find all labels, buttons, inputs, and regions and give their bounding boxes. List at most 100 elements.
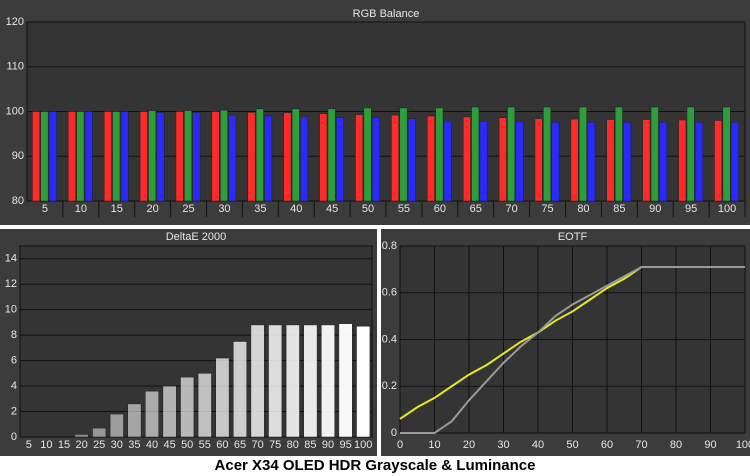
chart-title: DeltaE 2000 [166,231,227,243]
bar [145,390,159,438]
x-tick-label: 25 [182,203,194,215]
bar [678,119,687,202]
x-tick-label: 30 [111,439,123,451]
bar [507,106,516,202]
plot-area [19,245,373,438]
x-tick-label: 95 [339,439,351,451]
x-tick-label: 70 [251,439,263,451]
bar [714,120,723,202]
line [400,266,745,434]
bar [68,111,76,202]
x-tick-label: 50 [362,203,374,215]
bar [479,121,488,202]
y-tick-label: 0 [11,431,17,443]
bar [427,115,435,202]
bar [363,107,372,202]
x-tick-label: 5 [26,439,32,451]
y-tick-label: 80 [12,195,24,207]
y-tick-label: 0.6 [382,287,397,299]
y-tick-label: 0 [391,427,397,439]
bar [285,324,300,438]
y-tick-label: 0.2 [382,380,397,392]
x-tick-label: 70 [506,203,518,215]
bar [587,121,596,202]
bar [74,434,89,438]
x-tick-label: 100 [354,439,372,451]
bar [76,111,85,202]
bar [40,111,49,202]
bar [32,111,41,202]
bar [120,111,129,202]
bar [180,376,195,438]
x-tick-label: 95 [685,203,697,215]
bar [686,106,695,202]
bar [319,113,328,202]
bar [435,107,444,202]
bar [355,114,364,202]
bar [48,111,57,202]
x-tick-label: 10 [75,203,87,215]
y-tick-label: 8 [11,329,17,341]
bar [336,117,344,202]
x-tick-label: 60 [216,439,228,451]
x-tick-label: 35 [128,439,140,451]
chart-title: EOTF [558,231,588,243]
x-tick-label: 100 [736,439,750,451]
x-tick-label: 10 [40,439,52,451]
x-tick-label: 40 [290,203,302,215]
bar [247,112,256,202]
x-tick-label: 85 [613,203,625,215]
y-tick-label: 2 [11,405,17,417]
bar [215,357,230,438]
bar [543,106,551,202]
x-tick-label: 45 [163,439,175,451]
y-tick-label: 6 [11,355,17,367]
bar [462,116,471,202]
bar [283,112,292,202]
x-tick-label: 100 [718,203,736,215]
y-tick-label: 100 [6,105,24,117]
bar [92,427,107,438]
y-tick-label: 10 [5,304,17,316]
bar [268,324,283,438]
bar [327,108,336,202]
bar [642,119,651,202]
x-tick-label: 0 [397,439,403,451]
bar [579,106,587,202]
x-tick-label: 60 [601,439,613,451]
bar [303,324,318,438]
bar [112,111,121,202]
bar [291,108,300,202]
x-tick-label: 90 [322,439,334,451]
x-tick-label: 5 [42,203,48,215]
x-tick-label: 20 [463,439,475,451]
bar [391,114,400,202]
bar [139,111,148,202]
x-tick-label: 65 [470,203,482,215]
bar [321,324,335,438]
bar [103,111,112,202]
x-tick-label: 30 [497,439,509,451]
bar [722,106,731,202]
bar [197,373,212,438]
bar [623,121,632,202]
y-tick-label: 0.4 [382,333,397,345]
x-tick-label: 50 [181,439,193,451]
x-tick-label: 90 [704,439,716,451]
x-tick-label: 25 [93,439,105,451]
bar [471,106,480,202]
bar [264,115,273,202]
bar [84,111,93,202]
x-tick-label: 10 [428,439,440,451]
y-tick-label: 4 [11,380,17,392]
x-tick-label: 15 [111,203,123,215]
bar [300,116,309,202]
bar [695,121,703,202]
bar [730,121,739,202]
y-tick-label: 0.8 [382,240,397,252]
y-tick-label: 120 [6,16,24,28]
x-tick-label: 20 [147,203,159,215]
x-tick-label: 55 [199,439,211,451]
